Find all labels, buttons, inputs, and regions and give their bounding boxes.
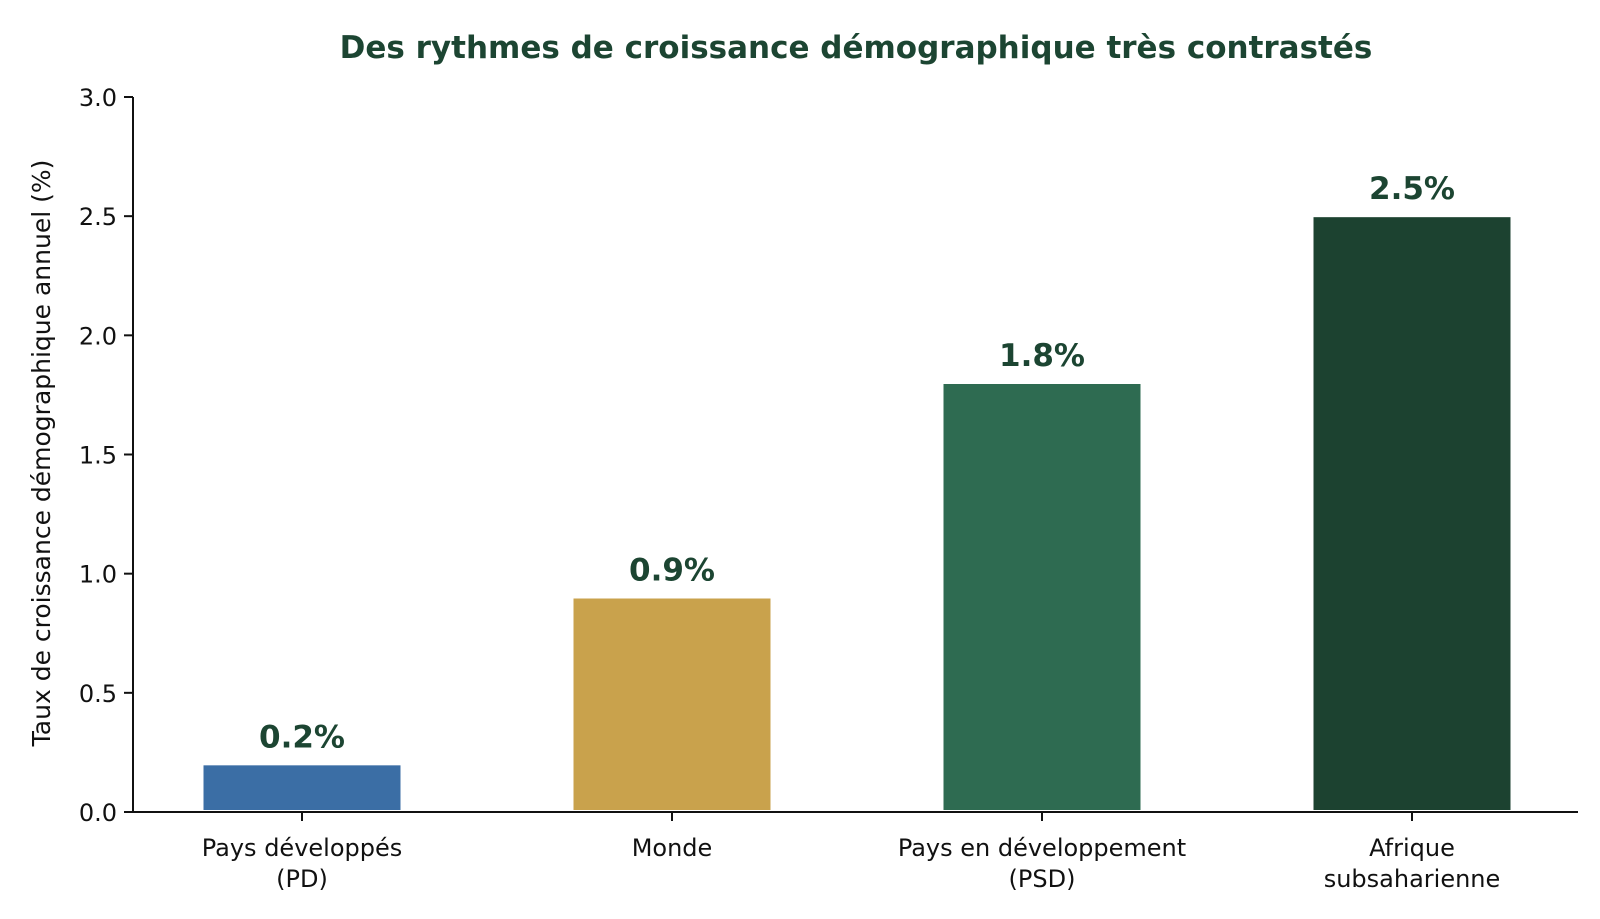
x-tick-label: (PD) — [276, 865, 328, 893]
y-tick-label: 0.0 — [79, 799, 117, 827]
bar-value-label: 1.8% — [999, 338, 1085, 374]
y-axis-label: Taux de croissance démographique annuel … — [27, 160, 56, 748]
y-tick-label: 2.0 — [79, 322, 117, 350]
y-tick-label: 1.5 — [79, 442, 117, 470]
x-tick-label: (PSD) — [1009, 865, 1076, 893]
x-tick-label: subsaharienne — [1324, 865, 1501, 893]
data-labels: 0.2% 0.9% 1.8% 2.5% — [259, 171, 1455, 755]
x-tick-label: Pays en développement — [898, 834, 1186, 862]
y-tick-label: 3.0 — [79, 84, 117, 112]
y-tick-label: 1.0 — [79, 561, 117, 589]
x-tick-label: Afrique — [1369, 834, 1455, 862]
bar-value-label: 0.9% — [629, 553, 715, 589]
bar — [201, 763, 403, 812]
bar — [941, 382, 1143, 812]
y-tick-label: 0.5 — [79, 680, 117, 708]
x-tick-label: Monde — [632, 834, 713, 862]
bar — [1311, 215, 1513, 812]
x-tick-label: Pays développés — [202, 834, 403, 862]
x-axis-ticks: Pays développés (PD) Monde Pays en développ… — [202, 812, 1501, 893]
y-tick-label: 2.5 — [79, 203, 117, 231]
bar-value-label: 2.5% — [1369, 171, 1455, 207]
bar-value-label: 0.2% — [259, 719, 345, 755]
bar — [571, 596, 773, 812]
y-axis-ticks: 0.0 0.5 1.0 1.5 2.0 2.5 3.0 — [79, 84, 133, 827]
bars — [201, 215, 1513, 812]
chart-title: Des rythmes de croissance démographique … — [340, 30, 1373, 66]
